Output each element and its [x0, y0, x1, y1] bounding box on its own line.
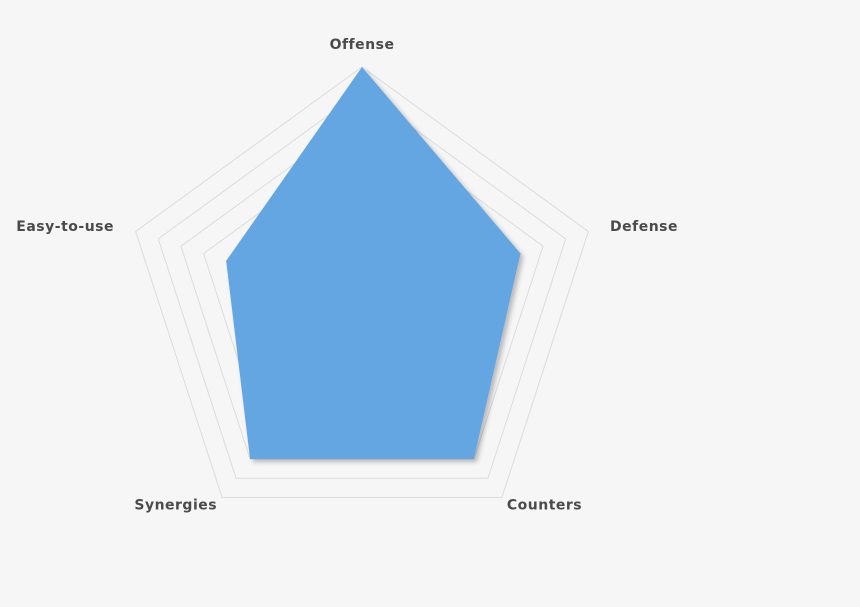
axis-label: Easy-to-use [16, 219, 114, 235]
grid-ring [157, 90, 567, 479]
axis-label: Synergies [134, 498, 217, 514]
labels: Offense Defense Counters Synergies Easy-to-u… [16, 37, 678, 514]
plot [226, 67, 521, 460]
axis-label: Defense [610, 219, 678, 235]
axis-label: Offense [330, 37, 395, 53]
data-area [226, 67, 521, 460]
axis-label: Counters [507, 498, 582, 514]
grid-ring [135, 66, 589, 499]
